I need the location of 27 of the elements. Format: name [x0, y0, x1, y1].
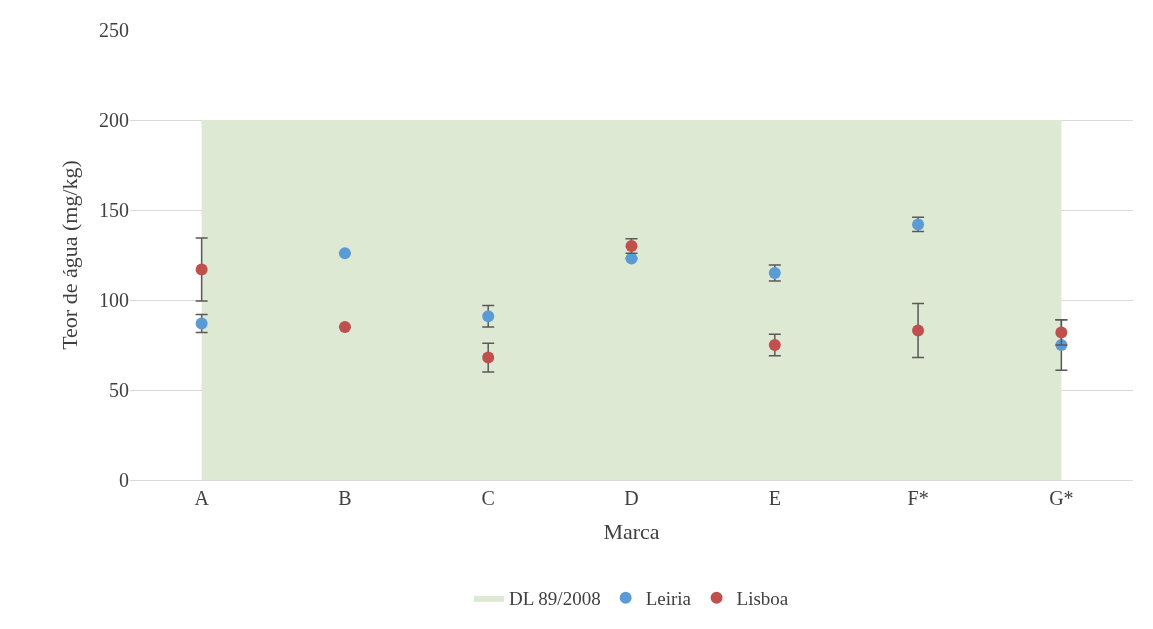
point — [195, 263, 208, 276]
x-tick-label: A — [194, 487, 210, 509]
x-tick-label: B — [338, 487, 352, 509]
y-tick-label: 100 — [99, 289, 129, 311]
y-axis-title: Teor de água (mg/kg) — [56, 160, 82, 350]
y-tick-label: 250 — [99, 19, 129, 41]
x-tick-label: G* — [1049, 487, 1074, 509]
y-tick-label: 0 — [119, 469, 129, 491]
point — [1055, 326, 1068, 339]
legend-label: Leiria — [645, 588, 692, 610]
point — [482, 351, 495, 364]
point — [912, 324, 925, 337]
point — [338, 247, 351, 260]
y-tick-label: 200 — [99, 109, 129, 131]
point — [338, 321, 351, 333]
x-axis-title: Marca — [603, 518, 660, 544]
y-tick-label: 150 — [99, 199, 129, 221]
x-tick-label: F* — [907, 487, 929, 509]
x-tick-label: E — [768, 487, 781, 509]
legend-label: Lisboa — [736, 588, 789, 610]
y-tick-label: 50 — [109, 379, 129, 401]
legend-label: DL 89/2008 — [509, 588, 601, 610]
point — [482, 310, 495, 323]
point — [768, 339, 781, 351]
x-tick-label: C — [481, 487, 495, 509]
x-tick-label: D — [624, 487, 639, 509]
point — [625, 252, 638, 265]
